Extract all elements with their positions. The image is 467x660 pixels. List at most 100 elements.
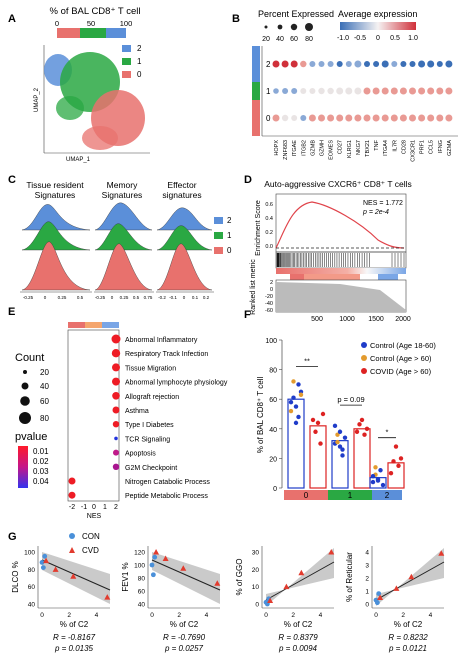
f-point (373, 465, 378, 470)
size-tick-80: 80 (305, 36, 313, 43)
go-term-dot (111, 334, 121, 344)
go-term-label: Asthma (125, 408, 149, 415)
svg-text:0.5: 0.5 (133, 295, 140, 300)
g-x-tick: 4 (205, 612, 209, 619)
g-xlabel: % of C2 (284, 620, 313, 629)
svg-text:-1.0: -1.0 (337, 35, 349, 42)
regression-line (265, 561, 335, 601)
f-y-axis: 0 20 40 60 80 100 (265, 338, 282, 493)
cvd-point (408, 573, 415, 580)
svg-text:500: 500 (311, 316, 323, 323)
regression-line (151, 559, 221, 591)
gene-label: NKG7 (356, 140, 362, 155)
stack-bar-c1 (80, 28, 106, 38)
gene-label: IFNG (438, 140, 444, 153)
f-significance: ** (304, 357, 310, 366)
f-point (293, 404, 299, 409)
gene-label: ITGB2 (301, 140, 307, 156)
gene-label: ITGAE (292, 140, 298, 157)
svg-text:2: 2 (227, 216, 232, 225)
g-scatter-4: 0 1 2 3 4 0 2 4 % of Reticular % of C2 R = 0.8232 p… (345, 546, 445, 653)
cvd-point (153, 549, 160, 555)
legend-cluster-1: 1 (137, 57, 142, 66)
expression-dot (372, 114, 380, 122)
gene-label: CD27 (338, 140, 344, 154)
panel-letter-e: E (8, 306, 15, 318)
g-y-tick: 0 (365, 602, 369, 609)
ranked-list-label: Ranked list metric (250, 259, 257, 315)
ranked-metric-area (276, 282, 406, 312)
svg-text:-0.5: -0.5 (354, 35, 366, 42)
g-y-tick: 100 (134, 563, 145, 570)
expression-dot (318, 61, 325, 67)
expression-dot (308, 114, 316, 122)
expression-dot (354, 87, 362, 95)
expression-dot (281, 114, 289, 122)
go-term-label: Peptide Metabolic Process (125, 493, 208, 500)
svg-text:2000: 2000 (395, 316, 411, 323)
con-point (152, 554, 158, 560)
f-point (315, 420, 321, 426)
g-ylabel: FEV1 % (121, 562, 130, 591)
expression-dot (354, 60, 362, 68)
svg-text:0: 0 (92, 504, 96, 511)
f-point (362, 432, 367, 437)
f-point (318, 441, 323, 446)
svg-text:2: 2 (385, 491, 390, 500)
panel-e: E Count 20 40 60 80 pvalue 0.01 0.02 0.0… (8, 306, 228, 520)
g-y-tick: 40 (28, 602, 36, 609)
f-legend-covid: COVID (Age > 60) (370, 367, 432, 376)
svg-text:1: 1 (227, 231, 232, 240)
g-y-tick: 20 (252, 567, 260, 574)
svg-text:-0.1: -0.1 (169, 295, 177, 300)
gene-label: CX3CR1 (411, 140, 417, 162)
g-scatter-1: 40 60 80 100 0 2 4 DLCO % % of C2 R = -0.8167 p = … (11, 546, 111, 653)
go-term-label: Apoptosis (125, 451, 156, 458)
g-p-value: p = 0.0257 (164, 644, 204, 653)
go-term-dot (112, 392, 120, 400)
expression-dot (436, 87, 444, 95)
g-y-tick: 4 (365, 550, 369, 557)
g-ylabel: DLCO % (11, 561, 20, 593)
svg-text:0: 0 (376, 35, 380, 42)
g-y-tick: 80 (28, 567, 36, 574)
panel-letter-c: C (8, 174, 16, 186)
con-point (150, 572, 156, 578)
expression-dot (373, 61, 380, 67)
umap-x-label: UMAP_1 (66, 157, 91, 163)
f-point (335, 439, 340, 445)
f-point (354, 429, 360, 434)
svg-text:0.01: 0.01 (33, 447, 49, 456)
svg-text:-20: -20 (265, 294, 273, 300)
ridge-title-1: Tissue resident (26, 180, 84, 190)
ridge-plot-memory: -0.25 0 0.25 0.5 0.75 (94, 202, 154, 300)
expression-dot (327, 61, 334, 67)
expression-dot (427, 87, 435, 95)
f-point (342, 435, 348, 440)
nes-axis-label: NES (87, 513, 102, 520)
gene-label: GZMH (320, 140, 326, 156)
gene-label: ITGA4 (383, 140, 389, 156)
con-point (39, 560, 45, 565)
size-tick-60: 60 (290, 36, 298, 43)
svg-text:0.03: 0.03 (33, 467, 49, 476)
p-value: p = 2e-4 (362, 209, 389, 216)
g-x-tick: 0 (374, 612, 378, 619)
expression-dot (318, 114, 325, 122)
svg-text:1500: 1500 (368, 316, 384, 323)
svg-text:0: 0 (183, 295, 186, 300)
f-y-tick: 80 (269, 368, 277, 375)
svg-text:40: 40 (40, 382, 49, 391)
expression-dot (281, 60, 289, 68)
f-y-tick: 60 (269, 397, 277, 404)
expression-dot (300, 88, 307, 94)
svg-text:60: 60 (40, 397, 49, 406)
expression-dot (381, 87, 389, 95)
svg-text:signatures: signatures (162, 190, 201, 200)
go-term-label: Tissue Migration (125, 365, 176, 372)
expression-dot (445, 60, 453, 68)
expression-dot (391, 61, 398, 67)
expression-dot (427, 60, 435, 68)
g-r-value: R = -0.8167 (53, 633, 96, 642)
